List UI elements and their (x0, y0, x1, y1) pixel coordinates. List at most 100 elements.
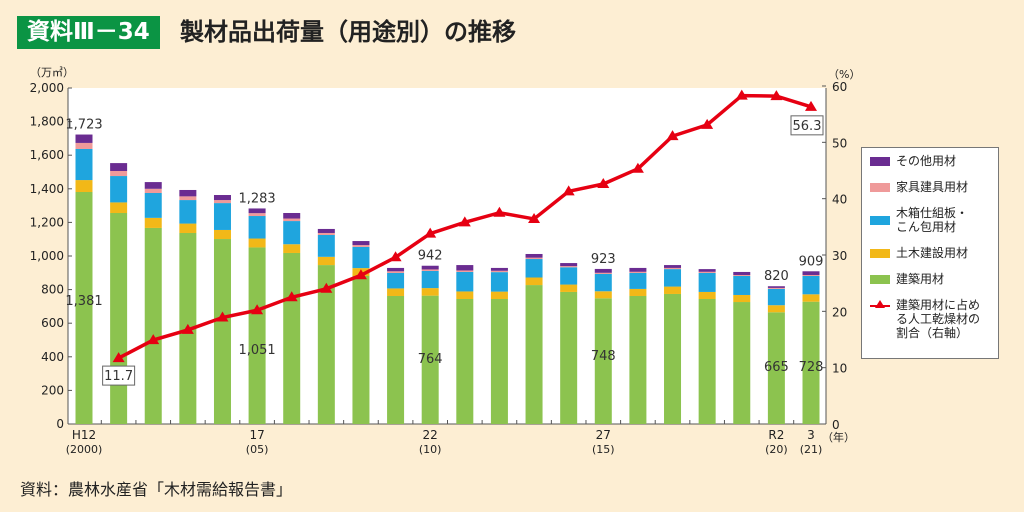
bar-segment-2018-s4 (698, 269, 716, 272)
x-tick-label: H12 (72, 428, 96, 442)
bar-segment-2019-s0 (733, 302, 751, 424)
bar-segment-2014-s4 (560, 263, 578, 267)
bar-segment-2013-s1 (525, 277, 543, 286)
bar-segment-2019-s3 (733, 274, 751, 276)
x-tick-label: 27 (596, 428, 611, 442)
bar-segment-2007-s4 (317, 228, 335, 233)
triangle-line-icon (870, 300, 890, 310)
ratio-marker-2010 (424, 227, 437, 238)
x-tick-sublabel: (20) (765, 443, 788, 456)
bar-segment-2021-s2 (802, 275, 820, 295)
bar-segment-2009-s3 (387, 271, 405, 273)
bar-segment-2012-s1 (490, 291, 508, 300)
legend-item-building: 建築用材 (870, 272, 998, 286)
ratio-marker-2017 (666, 130, 679, 141)
bar-segment-2005-s3 (248, 213, 266, 217)
bar-segment-2002-s0 (144, 227, 162, 424)
building-value-label: 1,381 (65, 294, 102, 309)
bar-segment-2021-s4 (802, 271, 820, 275)
y-tick-label: 1,200 (30, 215, 64, 229)
ratio-marker-2011 (458, 216, 471, 227)
total-label: 923 (591, 252, 616, 267)
bar-segment-2014-s3 (560, 266, 578, 268)
bar-segment-2002-s4 (144, 182, 162, 189)
source-note: 資料：農林水産省「木材需給報告書」 (20, 480, 293, 499)
bar-segment-2009-s0 (387, 295, 405, 424)
ratio-marker-2003 (181, 323, 194, 334)
bar-segment-2006-s1 (283, 244, 301, 253)
bar-segment-2005-s2 (248, 216, 266, 239)
bar-segment-2007-s1 (317, 256, 335, 266)
building-value-label: 665 (764, 360, 789, 375)
legend: その他用材 家具建具用材 木箱仕組板・ こん包用材 土木建設用材 建築用材 建築用… (861, 147, 999, 359)
bar-segment-2002-s1 (144, 217, 162, 228)
x-tick-sublabel: (2000) (66, 443, 103, 456)
y2-tick-label: 60 (832, 80, 847, 94)
bar-segment-2013-s2 (525, 259, 543, 278)
x-tick-label: 22 (423, 428, 438, 442)
building-value-label: 728 (799, 360, 824, 375)
legend-swatch (870, 157, 890, 166)
bar-segment-2010-s1 (421, 288, 439, 296)
y-tick-label: 1,800 (30, 115, 64, 129)
y-tick-label: 1,000 (30, 249, 64, 263)
ratio-marker-2019 (735, 89, 748, 100)
bar-segment-2003-s3 (179, 196, 197, 201)
bar-segment-2018-s0 (698, 299, 716, 424)
bar-segment-2003-s4 (179, 189, 197, 197)
bar-segment-2009-s2 (387, 272, 405, 289)
bar-segment-2011-s4 (456, 265, 474, 271)
bar-segment-2021-s0 (802, 301, 820, 424)
ratio-marker-2007 (320, 282, 333, 293)
ratio-marker-2014 (562, 185, 575, 196)
bar-segment-2004-s2 (213, 203, 231, 230)
ratio-marker-2020 (770, 90, 783, 101)
y-tick-label: 1,400 (30, 182, 64, 196)
y2-tick-label: 50 (832, 136, 847, 150)
bar-segment-2012-s0 (490, 299, 508, 424)
building-value-label: 1,051 (238, 343, 275, 358)
bar-segment-2019-s4 (733, 271, 751, 275)
bar-segment-2008-s2 (352, 246, 370, 269)
legend-item-other: その他用材 (870, 154, 998, 168)
y-tick-label: 200 (41, 383, 64, 397)
bar-segment-2015-s3 (594, 272, 612, 274)
ratio-marker-2009 (389, 251, 402, 262)
bar-segment-2016-s3 (629, 271, 647, 273)
bar-segment-2015-s4 (594, 268, 612, 273)
x-tick-sublabel: (10) (419, 443, 442, 456)
bar-segment-2010-s0 (421, 295, 439, 424)
legend-swatch (870, 249, 890, 258)
legend-label: その他用材 (896, 154, 957, 168)
y-tick-label: 800 (41, 283, 64, 297)
bar-segment-2010-s4 (421, 265, 439, 270)
bar-segment-2003-s2 (179, 200, 197, 224)
bar-segment-2002-s3 (144, 188, 162, 193)
legend-label: 建築用材に占め る人工乾燥材の 割合（右軸） (896, 298, 980, 340)
page-title: 製材品出荷量（用途別）の推移 (180, 18, 516, 46)
bar-segment-2015-s2 (594, 273, 612, 292)
total-label: 1,723 (65, 118, 102, 133)
legend-label: 家具建具用材 (896, 180, 969, 194)
bar-segment-2016-s0 (629, 295, 647, 424)
bar-segment-2010-s2 (421, 270, 439, 289)
bar-segment-2018-s3 (698, 271, 716, 273)
legend-label-line: る人工乾燥材の (896, 312, 981, 326)
bar-segment-2007-s2 (317, 235, 335, 257)
total-label: 820 (764, 269, 789, 284)
bar-segment-2006-s4 (283, 212, 301, 219)
bar-segment-2019-s1 (733, 294, 751, 303)
bar-segment-2021-s3 (802, 274, 820, 276)
bar-segment-2009-s1 (387, 288, 405, 296)
bar-segment-2013-s0 (525, 285, 543, 424)
bar-segment-2011-s0 (456, 299, 474, 424)
bar-segment-2019-s2 (733, 275, 751, 295)
legend-label-line: 建築用材に占め (896, 298, 981, 312)
ratio-marker-2018 (701, 118, 714, 129)
bar-segment-2018-s2 (698, 272, 716, 292)
legend-item-packaging: 木箱仕組板・ こん包用材 (870, 206, 998, 234)
bar-segment-2020-s2 (767, 288, 785, 306)
y-tick-label: 400 (41, 350, 64, 364)
ratio-label-box (790, 115, 824, 136)
bar-segment-2001-s0 (110, 212, 128, 424)
